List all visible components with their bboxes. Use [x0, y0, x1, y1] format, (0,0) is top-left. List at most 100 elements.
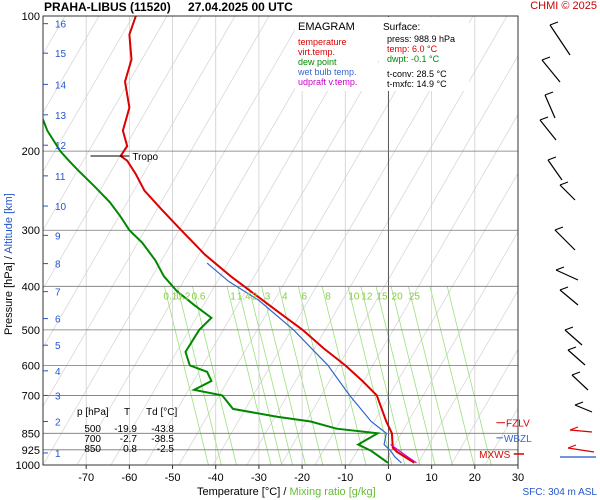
- altitude-tick-label: 14: [55, 80, 67, 91]
- x-axis-title: Temperature [°C] / Mixing ratio [g/kg]: [197, 486, 376, 498]
- y-axis-label-pressure: Pressure [hPa] /: [3, 254, 15, 335]
- legend-item: virt.temp.: [298, 47, 335, 57]
- levels-table-cell: 0.8: [123, 444, 137, 455]
- altitude-tick-label: 6: [55, 315, 61, 326]
- mixing-ratio-line: [347, 286, 393, 465]
- adiabat-line: [416, 289, 518, 465]
- mixing-ratio-label: 2: [252, 291, 258, 302]
- sounding-datetime: 27.04.2025 00 UTC: [188, 0, 293, 14]
- mixing-ratio-line: [278, 286, 324, 465]
- wind-barbs: [539, 21, 596, 458]
- legend-item: udpraft v.temp.: [298, 77, 357, 87]
- x-tick-label: -30: [251, 472, 267, 484]
- x-tick-label: 10: [426, 472, 438, 484]
- wind-barb: [564, 326, 583, 346]
- mixing-ratio-line: [192, 286, 237, 465]
- series-wet-bulb-temp-: [206, 262, 402, 464]
- altitude-tick-label: 5: [55, 341, 61, 352]
- y-tick-label: 850: [22, 428, 40, 440]
- mixing-ratio-label: 4: [282, 291, 288, 302]
- y-tick-label: 100: [22, 11, 40, 23]
- mixing-ratio-line: [297, 286, 343, 465]
- mixing-ratio-label: 25: [409, 291, 421, 302]
- altitude-tick-label: 9: [55, 231, 61, 242]
- grid-clip: [43, 16, 600, 465]
- mixing-ratio-label: 20: [392, 291, 404, 302]
- series-lines: [43, 16, 417, 464]
- chart-title: PRAHA-LIBUS (11520) 27.04.2025 00 UTC: [44, 0, 307, 14]
- surface-box-bg: [379, 17, 469, 91]
- mixing-ratio-label: 10: [348, 291, 360, 302]
- adiabat-line: [43, 16, 202, 290]
- adiabat-line: [348, 172, 518, 465]
- levels-table-header: Td [°C]: [146, 407, 177, 418]
- mixing-ratio-line: [248, 286, 293, 465]
- copyright-label: CHMI © 2025: [530, 0, 597, 12]
- altitude-tick-label: 10: [55, 202, 67, 213]
- wind-barb: [554, 226, 576, 251]
- surface-tconv: t-conv: 28.5 °C: [387, 69, 447, 79]
- wind-barb: [544, 91, 556, 119]
- x-tick-label: -20: [294, 472, 310, 484]
- levels-table-cell: 700: [84, 434, 101, 445]
- mixing-ratio-label: 0.6: [192, 291, 206, 302]
- axes: -70 -60 -50 -40 -30 -20 -10 0 10 20 30 100 200 300 400…: [16, 11, 525, 484]
- wind-barb: [559, 181, 576, 201]
- legend-item: temperature: [298, 37, 347, 47]
- mixing-ratio-line: [226, 286, 272, 465]
- tropopause-label: Tropo: [132, 152, 158, 163]
- station-name: PRAHA-LIBUS (11520): [44, 0, 171, 14]
- surface-press: press: 988.9 hPa: [387, 34, 455, 44]
- adiabat-line: [43, 16, 168, 231]
- x-tick-label: -70: [78, 472, 94, 484]
- adiabat-line: [43, 16, 100, 114]
- levels-table-cell: -43.8: [151, 424, 174, 435]
- x-tick-label: 0: [385, 472, 391, 484]
- altitude-tick-label: 13: [55, 111, 67, 122]
- adiabat-line: [553, 16, 600, 465]
- wind-barb: [555, 266, 579, 281]
- mixing-ratio-line: [261, 286, 306, 465]
- levels-table-cell: 850: [84, 444, 101, 455]
- altitude-tick-label: 4: [55, 367, 61, 378]
- mixing-ratio-line: [360, 286, 406, 465]
- mixing-ratio-line: [446, 286, 492, 465]
- adiabat-line: [280, 54, 518, 465]
- x-tick-label: -50: [165, 472, 181, 484]
- levels-table-header: p [hPa]: [77, 407, 109, 418]
- mixing-ratio-label: 0.2: [176, 291, 190, 302]
- adiabat-line: [76, 16, 338, 465]
- surface-tmxfc: t-mxfc: 14.9 °C: [387, 79, 447, 89]
- legend-item: dew point: [298, 57, 337, 67]
- altitude-tick-label: 12: [55, 141, 67, 152]
- y-axis-label-altitude: Altitude [km]: [3, 193, 15, 254]
- adiabat-line: [43, 16, 134, 173]
- mixing-ratio-line: [390, 286, 436, 465]
- sfc-label: SFC: 304 m ASL: [523, 487, 598, 498]
- legend-title: EMAGRAM: [298, 21, 355, 33]
- x-tick-label: -40: [208, 472, 224, 484]
- mixing-ratio-label: 6: [301, 291, 307, 302]
- series-udpraft-v-temp-: [390, 444, 417, 464]
- mixing-ratio-line: [375, 286, 421, 465]
- levels-table-cell: 500: [84, 424, 101, 435]
- levels-table-cell: -38.5: [151, 434, 174, 445]
- mixing-ratio-line: [429, 286, 475, 465]
- chart-text: 0.1 0.2 0.6 1 1.4 2 3 4 6 8 10 12 15 20 25TropoFZLVWBZ…: [3, 17, 597, 498]
- y-tick-label: 400: [22, 281, 40, 293]
- wind-barb: [567, 444, 595, 453]
- altitude-tick-label: 16: [55, 20, 67, 31]
- x-tick-label: -10: [337, 472, 353, 484]
- mixing-ratio-line: [321, 286, 367, 465]
- x-tick-label: 20: [469, 472, 481, 484]
- mixing-ratio-label: 3: [265, 291, 271, 302]
- mixing-ratio-line: [407, 286, 453, 465]
- x-axis-label-temp: Temperature [°C] /: [197, 486, 289, 498]
- wbzl-label: WBZL: [504, 434, 532, 445]
- adiabat-line: [587, 16, 600, 465]
- y-tick-label: 200: [22, 146, 40, 158]
- y-tick-label: 700: [22, 390, 40, 402]
